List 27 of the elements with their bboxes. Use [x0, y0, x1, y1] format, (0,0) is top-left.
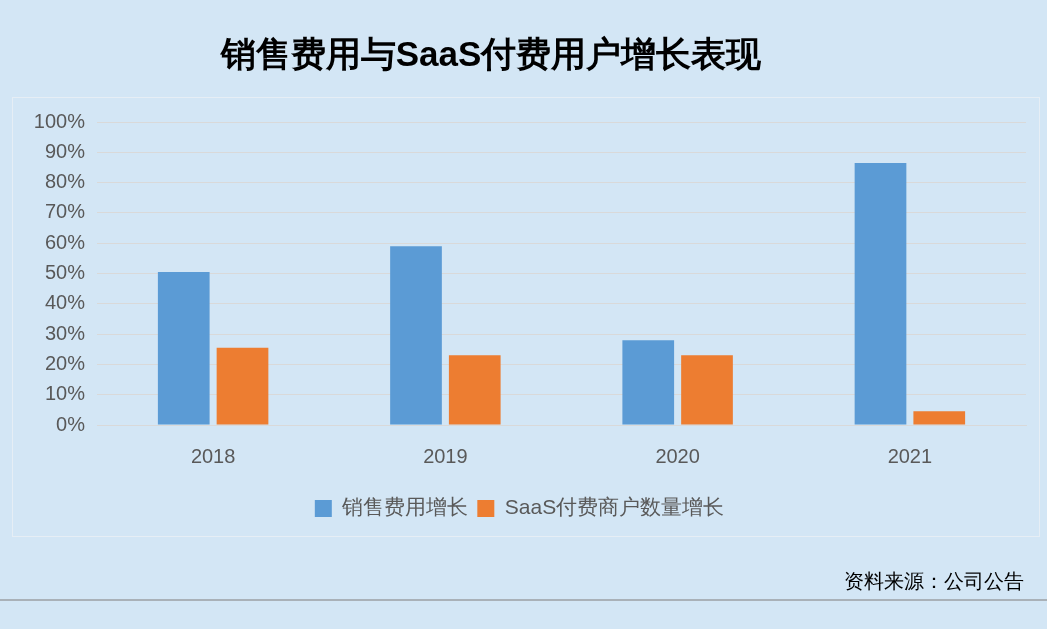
legend-label: 销售费用增长	[341, 495, 469, 519]
y-tick-label: 60%	[44, 230, 86, 253]
bar	[854, 162, 907, 425]
y-tick-label: 50%	[44, 261, 86, 284]
bar	[913, 411, 966, 425]
bar	[622, 340, 675, 425]
bar	[681, 355, 733, 425]
y-tick-label: 90%	[44, 139, 86, 162]
y-tick-label: 70%	[44, 200, 86, 223]
bar	[390, 246, 442, 425]
text: 资料来源：公司公告	[844, 569, 1024, 594]
y-tick-label: 40%	[44, 291, 86, 314]
x-tick-label: 2018	[190, 444, 236, 467]
y-tick-label: 100%	[33, 109, 86, 132]
x-tick-label: 2020	[655, 444, 700, 467]
bar	[448, 355, 501, 425]
x-tick-label: 2021	[887, 444, 933, 467]
y-tick-label: 30%	[44, 321, 86, 344]
bar	[216, 347, 269, 425]
bar	[157, 271, 210, 425]
chart-title: 销售费用与SaaS付费用户增长表现	[219, 33, 763, 75]
y-tick-label: 80%	[44, 170, 86, 193]
legend-label: SaaS付费商户数量增长	[504, 495, 725, 519]
x-tick-label: 2019	[423, 444, 468, 467]
y-tick-label: 20%	[44, 351, 86, 374]
y-tick-label: 0%	[56, 412, 86, 435]
y-tick-label: 10%	[44, 382, 86, 405]
